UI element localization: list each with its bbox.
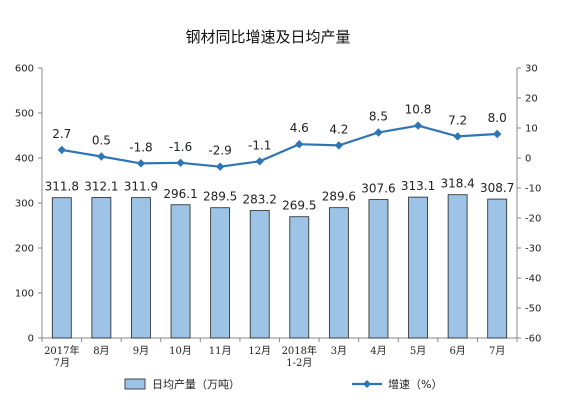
bar [210,207,231,339]
x-tick-label: 2017年 [44,344,79,357]
x-tick-label: 5月 [410,345,426,357]
line-value-label: 8.0 [488,111,507,125]
line-point-marker [215,162,225,171]
left-tick-label: 0 [28,334,34,345]
x-tick-label: 8月 [93,345,109,357]
line-point-marker [295,140,304,149]
line-value-label: 8.5 [369,110,388,124]
right-tick-label: 30 [525,64,538,75]
bars [51,194,508,339]
line-series [57,121,502,171]
bar [487,198,508,339]
line-point-marker [374,128,383,137]
left-tick-label: 100 [15,289,34,300]
bar [447,194,468,339]
x-tick-label: 6月 [449,345,465,357]
bar-value-label: 289.6 [322,190,356,204]
bar-value-label: 311.9 [124,180,158,194]
x-tick-label: 9月 [133,345,149,357]
right-tick-label: -60 [525,334,541,345]
bar [328,207,349,339]
right-tick-label: -10 [525,184,541,195]
chart-title: 钢材同比增速及日均产量 [185,28,350,46]
line-point-marker [57,145,66,155]
bar-value-label: 308.7 [480,181,514,195]
bar-value-label: 289.5 [203,190,237,204]
legend-line-label: 增速（%） [388,377,442,391]
line-value-label: 4.6 [290,121,309,135]
line-point-marker [493,129,502,139]
line-point-marker [136,159,146,168]
x-tick-label: 2018年 [282,344,317,357]
line-value-label: 10.8 [405,103,432,117]
left-tick-label: 500 [15,109,34,120]
line-value-label: -2.9 [208,144,231,158]
left-tick-label: 300 [15,199,34,210]
line-point-marker [176,158,185,167]
axes: 0 100 200 300 400 500 600 -60 -50 -40 -30 -20 -10 0 10… [15,64,541,345]
legend-bar-swatch [124,378,146,390]
x-tick-label: 7月 [489,345,505,357]
legend: 日均产量（万吨） 增速（%） [124,377,442,391]
bar-value-label: 312.1 [84,180,118,194]
bar [51,197,72,339]
bar-value-label: 311.8 [45,180,79,194]
bar [91,197,112,339]
legend-line-marker [363,380,371,388]
x-tick-label: 3月 [331,345,347,357]
bar-value-label: 283.2 [243,193,277,207]
bar [368,199,389,339]
bar [249,210,270,339]
bar-value-label: 307.6 [361,182,395,196]
right-tick-label: 10 [525,124,538,135]
left-tick-label: 400 [15,154,34,165]
line-point-marker [255,157,264,166]
bar [170,204,191,339]
x-tick-label: 7月 [54,357,70,369]
x-tick-label: 11月 [209,345,232,357]
legend-bar-label: 日均产量（万吨） [152,377,240,391]
right-tick-label: -40 [525,274,541,285]
line-point-marker [97,152,106,161]
line-value-label: 2.7 [52,127,71,141]
x-tick-label: 4月 [370,345,386,357]
line-value-label: -1.1 [248,138,271,152]
line-point-marker [413,121,423,130]
data-labels: 311.8 312.1 311.9 296.1 289.5 283.2 269.5 289.6… [45,103,515,213]
right-tick-label: 20 [525,94,538,105]
right-tick-label: -30 [525,244,541,255]
x-tick-label: 1-2月 [286,357,312,369]
line-value-label: -1.8 [129,140,152,154]
bar-value-label: 318.4 [440,177,474,191]
right-tick-label: -20 [525,214,541,225]
line-value-label: 7.2 [448,113,467,127]
bar [408,196,428,339]
bar [289,216,310,339]
line-point-marker [334,141,344,150]
bar-value-label: 296.1 [163,187,197,201]
right-tick-label: 0 [525,154,531,165]
left-tick-label: 200 [15,244,34,255]
line-value-label: 4.2 [329,122,348,136]
bar-value-label: 313.1 [401,179,435,193]
line-value-label: -1.6 [169,140,192,154]
line-value-label: 0.5 [92,134,111,148]
left-tick-label: 600 [15,64,34,75]
growth-line [61,124,498,168]
right-tick-label: -50 [525,304,541,315]
x-tick-label: 12月 [248,345,271,357]
bar-value-label: 269.5 [282,199,316,213]
x-tick-label: 10月 [169,345,192,357]
bar [131,197,151,339]
line-point-marker [453,132,462,141]
